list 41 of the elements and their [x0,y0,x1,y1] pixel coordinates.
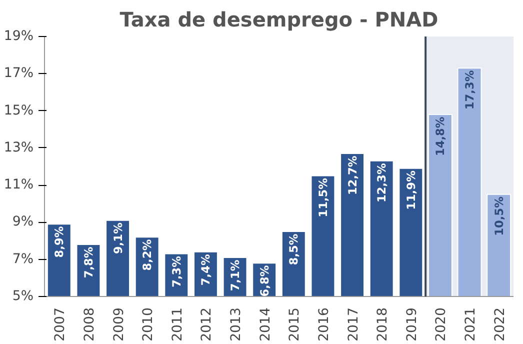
x-tick-label: 2016 [316,307,332,342]
x-tick-label: 2020 [434,307,450,342]
data-label: 11,5% [316,178,330,218]
x-tick-label: 2007 [53,307,68,342]
y-tick-label: 11% [4,178,34,193]
x-tick-label: 2015 [288,307,303,342]
x-tick-label: 2021 [464,307,479,342]
y-tick-label: 7% [12,252,34,267]
data-label: 14,8% [433,116,448,156]
chart-title: Taxa de desemprego - PNAD [120,8,438,32]
data-label: 6,8% [257,265,272,297]
data-label: 7,4% [198,254,213,286]
x-tick-label: 2013 [229,307,244,342]
data-label: 12,7% [345,156,360,196]
x-tick-label: 2008 [82,307,98,342]
x-tick-label: 2010 [141,307,156,342]
y-tick-label: 17% [4,66,34,82]
data-label: 8,9% [52,226,66,258]
data-label: 7,1% [228,260,242,292]
x-tick-label: 2017 [346,307,362,342]
x-tick-label: 2011 [170,307,186,342]
data-label: 9,1% [110,222,125,254]
x-tick-label: 2014 [258,307,274,342]
data-label: 17,3% [462,70,477,110]
x-tick-label: 2018 [376,307,391,342]
data-label: 11,9% [404,170,418,210]
data-label: 7,8% [81,246,96,278]
x-tick-label: 2019 [404,307,420,342]
y-tick-label: 15% [4,103,34,118]
x-tick-label: 2012 [200,307,215,342]
x-tick-label: 2022 [492,307,508,342]
y-tick-label: 5% [12,289,34,304]
y-tick-label: 13% [4,140,34,156]
data-label: 12,3% [374,163,389,202]
y-tick-label: 19% [4,29,34,44]
data-label: 7,3% [169,256,184,288]
data-label: 8,5% [286,234,301,266]
x-tick-label: 2009 [112,307,127,342]
data-label: 8,2% [140,239,154,271]
data-label: 10,5% [492,196,506,236]
y-tick-label: 9% [12,214,34,230]
